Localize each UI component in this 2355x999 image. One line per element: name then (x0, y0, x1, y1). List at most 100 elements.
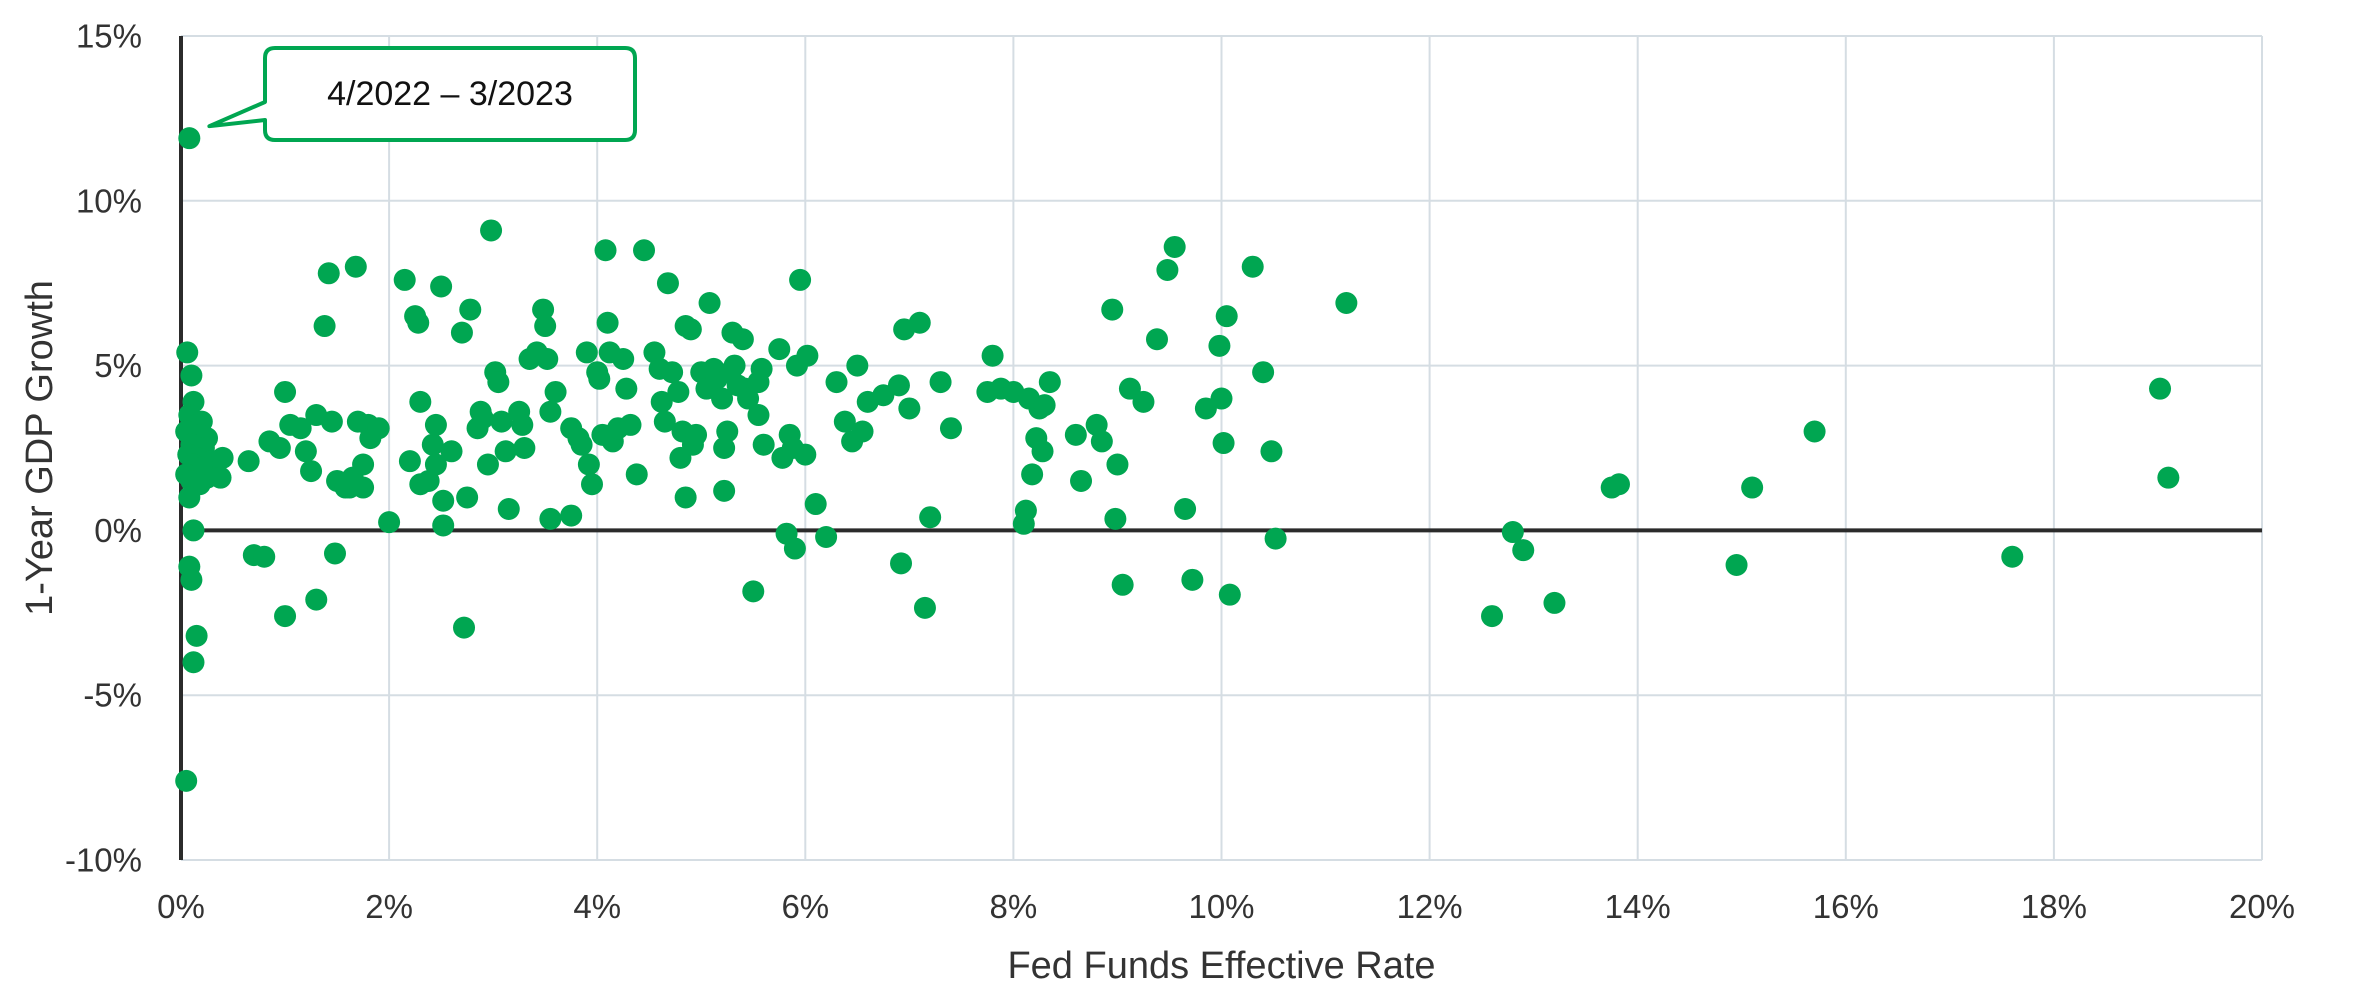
data-point (656, 272, 679, 295)
data-point (490, 410, 513, 433)
data-point (456, 486, 479, 509)
data-point (1543, 591, 1566, 614)
data-point (539, 400, 562, 423)
data-point (1481, 605, 1504, 628)
data-point (180, 568, 203, 591)
data-point (674, 486, 697, 509)
x-tick-label: 18% (2021, 888, 2087, 925)
x-tick-label: 16% (1813, 888, 1879, 925)
data-point (846, 354, 869, 377)
data-point (1033, 394, 1056, 417)
data-point (737, 387, 760, 410)
y-tick-label: 5% (94, 347, 142, 384)
data-point (209, 466, 232, 489)
data-point (182, 519, 205, 542)
data-point (1038, 371, 1061, 394)
data-point (432, 489, 455, 512)
y-tick-label: -5% (83, 677, 142, 714)
data-point (409, 390, 432, 413)
data-point (440, 440, 463, 463)
data-point (1607, 473, 1630, 496)
data-point (2157, 466, 2180, 489)
data-point (532, 298, 555, 321)
data-point (1031, 440, 1054, 463)
data-point (1803, 420, 1826, 443)
data-point (815, 525, 838, 548)
data-point (1106, 453, 1129, 476)
data-point (450, 321, 473, 344)
data-point (716, 420, 739, 443)
data-point (178, 486, 201, 509)
data-point (1181, 568, 1204, 591)
data-point (421, 433, 444, 456)
data-point (480, 219, 503, 242)
data-point (1335, 291, 1358, 314)
data-point (289, 417, 312, 440)
data-point (575, 341, 598, 364)
x-tick-label: 8% (990, 888, 1038, 925)
data-point (898, 397, 921, 420)
data-point (1725, 554, 1748, 577)
data-point (825, 371, 848, 394)
data-point (596, 311, 619, 334)
data-point (185, 624, 208, 647)
y-axis-title: 1-Year GDP Growth (19, 280, 61, 616)
data-point (175, 769, 198, 792)
data-point (320, 410, 343, 433)
data-point (1156, 259, 1179, 282)
data-point (211, 446, 234, 469)
data-point (1260, 440, 1283, 463)
data-point (851, 420, 874, 443)
data-point (588, 367, 611, 390)
data-point (1014, 499, 1037, 522)
data-point (929, 371, 952, 394)
data-point (294, 440, 317, 463)
data-point (1501, 521, 1524, 544)
y-tick-label: -10% (65, 842, 142, 879)
data-point (313, 315, 336, 338)
data-point (1118, 377, 1141, 400)
data-point (180, 364, 203, 387)
data-point (713, 437, 736, 459)
data-point (539, 507, 562, 530)
data-point (476, 453, 499, 476)
data-point (890, 552, 913, 575)
data-point (1145, 328, 1168, 351)
data-point (536, 348, 559, 371)
data-point (300, 460, 323, 483)
data-point (487, 371, 510, 394)
data-point (417, 469, 440, 492)
data-point (919, 506, 942, 529)
data-point (494, 440, 517, 463)
y-axis-ticks: -10% -5% 0% 5% 10% 15% (65, 18, 142, 879)
data-point (1194, 397, 1217, 420)
data-point (768, 338, 791, 361)
data-point (178, 127, 201, 150)
data-point (796, 344, 819, 367)
data-point (981, 344, 1004, 367)
x-axis-title: Fed Funds Effective Rate (1007, 945, 1435, 987)
data-point (650, 390, 673, 413)
data-point (1252, 361, 1275, 384)
data-point (833, 410, 856, 433)
data-point (1101, 298, 1124, 321)
data-point (750, 357, 773, 380)
x-tick-label: 0% (157, 888, 205, 925)
data-point (1218, 583, 1241, 606)
data-point (789, 268, 812, 291)
data-point (424, 453, 447, 476)
data-point (1174, 497, 1197, 520)
data-point (723, 354, 746, 377)
data-point (398, 450, 421, 473)
x-tick-label: 12% (1397, 888, 1463, 925)
data-point (1241, 255, 1264, 278)
data-point (1090, 430, 1113, 453)
data-point (1741, 476, 1764, 499)
data-point (424, 413, 447, 436)
data-point (1264, 527, 1287, 550)
data-point (577, 453, 600, 476)
y-tick-label: 0% (94, 512, 142, 549)
data-point (430, 275, 453, 298)
data-point (323, 542, 346, 565)
